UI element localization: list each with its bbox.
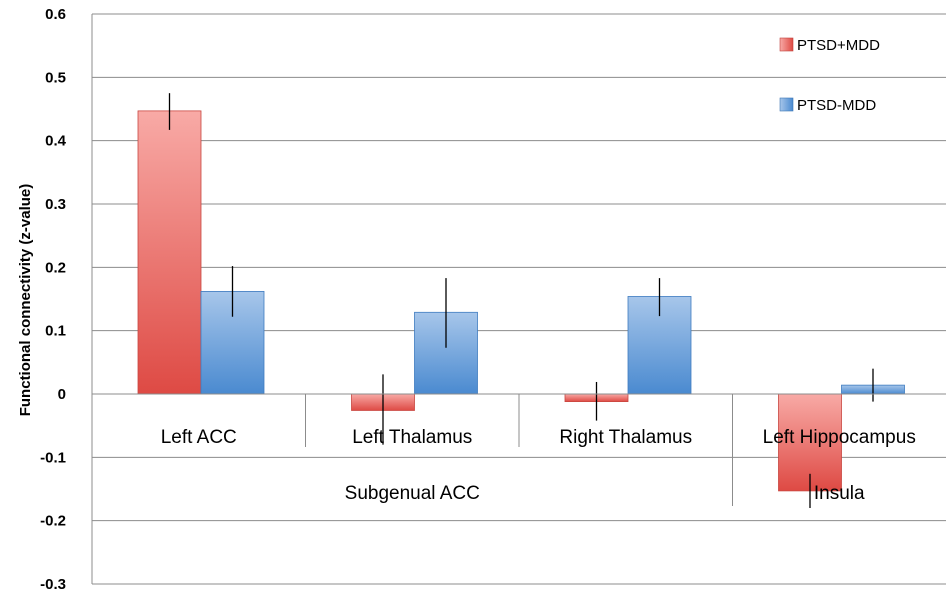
group-label: Subgenual ACC [345, 483, 480, 504]
legend-swatch-ptsd-minus-mdd [779, 97, 794, 112]
bar [627, 296, 692, 395]
y-tick-label: 0.1 [45, 323, 66, 340]
legend: PTSD+MDD PTSD-MDD [779, 37, 880, 114]
category-labels: Left ACC Left Thalamus Right Thalamus Left … [161, 394, 916, 506]
y-tick-label: -0.3 [40, 576, 66, 593]
category-label: Left Thalamus [352, 427, 472, 448]
y-tick-label: 0.6 [45, 6, 66, 23]
category-label: Left Hippocampus [763, 427, 916, 448]
y-tick-label: 0.4 [45, 133, 67, 150]
y-tick-labels: 0.6 0.5 0.4 0.3 0.2 0.1 0 -0.1 -0.2 -0.3 [40, 6, 67, 593]
y-tick-label: -0.1 [40, 449, 66, 466]
y-tick-label: -0.2 [40, 513, 66, 530]
y-axis-label: Functional connectivity (z-value) [17, 184, 34, 417]
legend-swatch-ptsd-plus-mdd [779, 37, 794, 52]
legend-label-ptsd-minus-mdd: PTSD-MDD [797, 97, 876, 114]
group-label: Insula [814, 483, 865, 504]
y-tick-label: 0.3 [45, 196, 66, 213]
y-tick-label: 0.5 [45, 69, 66, 86]
y-tick-label: 0.2 [45, 259, 66, 276]
bar [137, 110, 202, 395]
category-label: Right Thalamus [559, 427, 692, 448]
legend-label-ptsd-plus-mdd: PTSD+MDD [797, 37, 880, 54]
y-tick-label: 0 [58, 386, 66, 403]
category-label: Left ACC [161, 427, 237, 448]
